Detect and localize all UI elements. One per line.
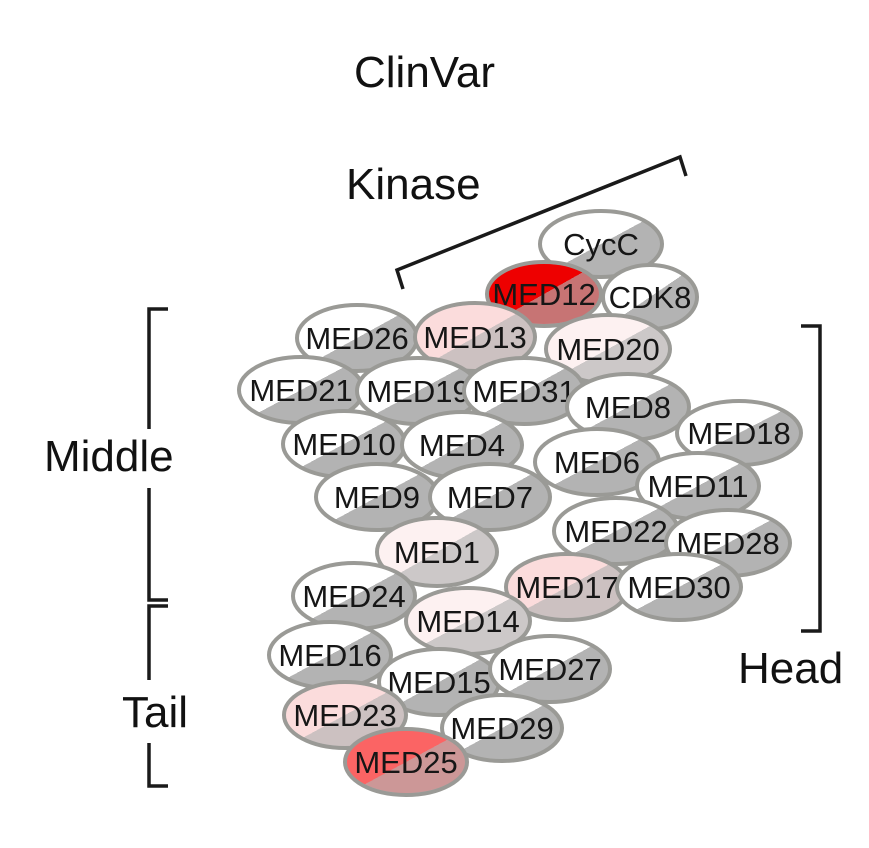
subunit-med24: MED24 bbox=[291, 561, 417, 631]
subunit-med20: MED20 bbox=[544, 313, 672, 385]
subunit-label: MED29 bbox=[450, 711, 553, 746]
subunit-ellipse bbox=[538, 209, 664, 279]
subunit-label: MED26 bbox=[305, 321, 408, 356]
subunit-label: MED10 bbox=[292, 427, 395, 462]
head-module-label: Head bbox=[738, 644, 844, 693]
subunit-label: MED21 bbox=[249, 373, 352, 408]
subunit-color-overlay bbox=[508, 556, 626, 618]
tail-bracket bbox=[147, 604, 168, 788]
subunit-med4: MED4 bbox=[400, 410, 524, 480]
subunit-color-overlay bbox=[548, 317, 668, 381]
subunit-color-overlay bbox=[379, 520, 495, 584]
subunit-label: MED31 bbox=[472, 374, 575, 409]
subunit-med17: MED17 bbox=[504, 552, 630, 622]
subunit-label: MED14 bbox=[416, 604, 519, 639]
subunit-label: MED19 bbox=[366, 374, 469, 409]
subunit-label: MED4 bbox=[419, 428, 505, 463]
subunit-med19: MED19 bbox=[355, 356, 481, 426]
subunit-ellipse bbox=[428, 462, 552, 532]
subunit-cycc: CycC bbox=[538, 209, 664, 279]
subunit-label: MED16 bbox=[278, 638, 381, 673]
subunit-color-overlay bbox=[286, 684, 404, 746]
subunit-color-overlay bbox=[408, 590, 528, 652]
subunit-med29: MED29 bbox=[440, 693, 564, 763]
subunit-label: MED22 bbox=[564, 514, 667, 549]
subunit-med13: MED13 bbox=[413, 301, 537, 373]
diagram-title: ClinVar bbox=[354, 48, 496, 97]
subunit-label: MED12 bbox=[492, 277, 595, 312]
subunit-label: MED20 bbox=[556, 332, 659, 367]
subunit-med16: MED16 bbox=[267, 620, 393, 690]
middle-bracket bbox=[147, 307, 168, 602]
subunit-ellipse bbox=[440, 693, 564, 763]
subunit-label: MED1 bbox=[394, 535, 480, 570]
subunit-med1: MED1 bbox=[375, 516, 499, 588]
subunit-label: MED8 bbox=[585, 390, 671, 425]
middle-module-label: Middle bbox=[44, 432, 174, 481]
subunit-med9: MED9 bbox=[314, 462, 440, 532]
subunit-label: MED7 bbox=[447, 480, 533, 515]
kinase-bracket bbox=[394, 154, 688, 290]
subunit-med27: MED27 bbox=[488, 634, 612, 704]
subunit-color-overlay bbox=[347, 731, 465, 793]
subunit-med22: MED22 bbox=[552, 496, 680, 566]
subunit-med7: MED7 bbox=[428, 462, 552, 532]
tail-module-label: Tail bbox=[122, 688, 189, 737]
subunit-ellipse bbox=[343, 727, 469, 797]
subunit-label: CycC bbox=[563, 227, 639, 262]
subunit-med30: MED30 bbox=[615, 552, 743, 622]
subunit-med21: MED21 bbox=[237, 355, 365, 425]
subunit-label: MED24 bbox=[302, 579, 405, 614]
subunit-label: MED6 bbox=[554, 445, 640, 480]
subunit-med6: MED6 bbox=[533, 427, 661, 497]
subunit-color-overlay bbox=[489, 264, 599, 324]
subunit-ellipse bbox=[488, 634, 612, 704]
subunit-label: MED25 bbox=[354, 745, 457, 780]
head-bracket bbox=[801, 324, 822, 633]
subunit-label: MED15 bbox=[387, 665, 490, 700]
subunit-label: MED23 bbox=[293, 698, 396, 733]
kinase-module-label: Kinase bbox=[346, 160, 481, 209]
subunit-ellipse bbox=[615, 552, 743, 622]
subunit-label: MED30 bbox=[627, 570, 730, 605]
subunit-label: MED13 bbox=[423, 320, 526, 355]
subunit-color-overlay bbox=[417, 305, 533, 369]
subunit-label: CDK8 bbox=[609, 280, 692, 315]
subunit-label: MED17 bbox=[515, 570, 618, 605]
subunit-med11: MED11 bbox=[635, 451, 761, 521]
subunit-med14: MED14 bbox=[404, 586, 532, 656]
subunit-label: MED11 bbox=[647, 469, 748, 504]
subunit-med10: MED10 bbox=[281, 409, 407, 479]
subunit-label: MED9 bbox=[334, 480, 420, 515]
subunit-label: MED27 bbox=[498, 652, 601, 687]
subunit-label: MED18 bbox=[687, 416, 790, 451]
subunit-ellipse bbox=[375, 516, 499, 588]
subunit-med25: MED25 bbox=[343, 727, 469, 797]
